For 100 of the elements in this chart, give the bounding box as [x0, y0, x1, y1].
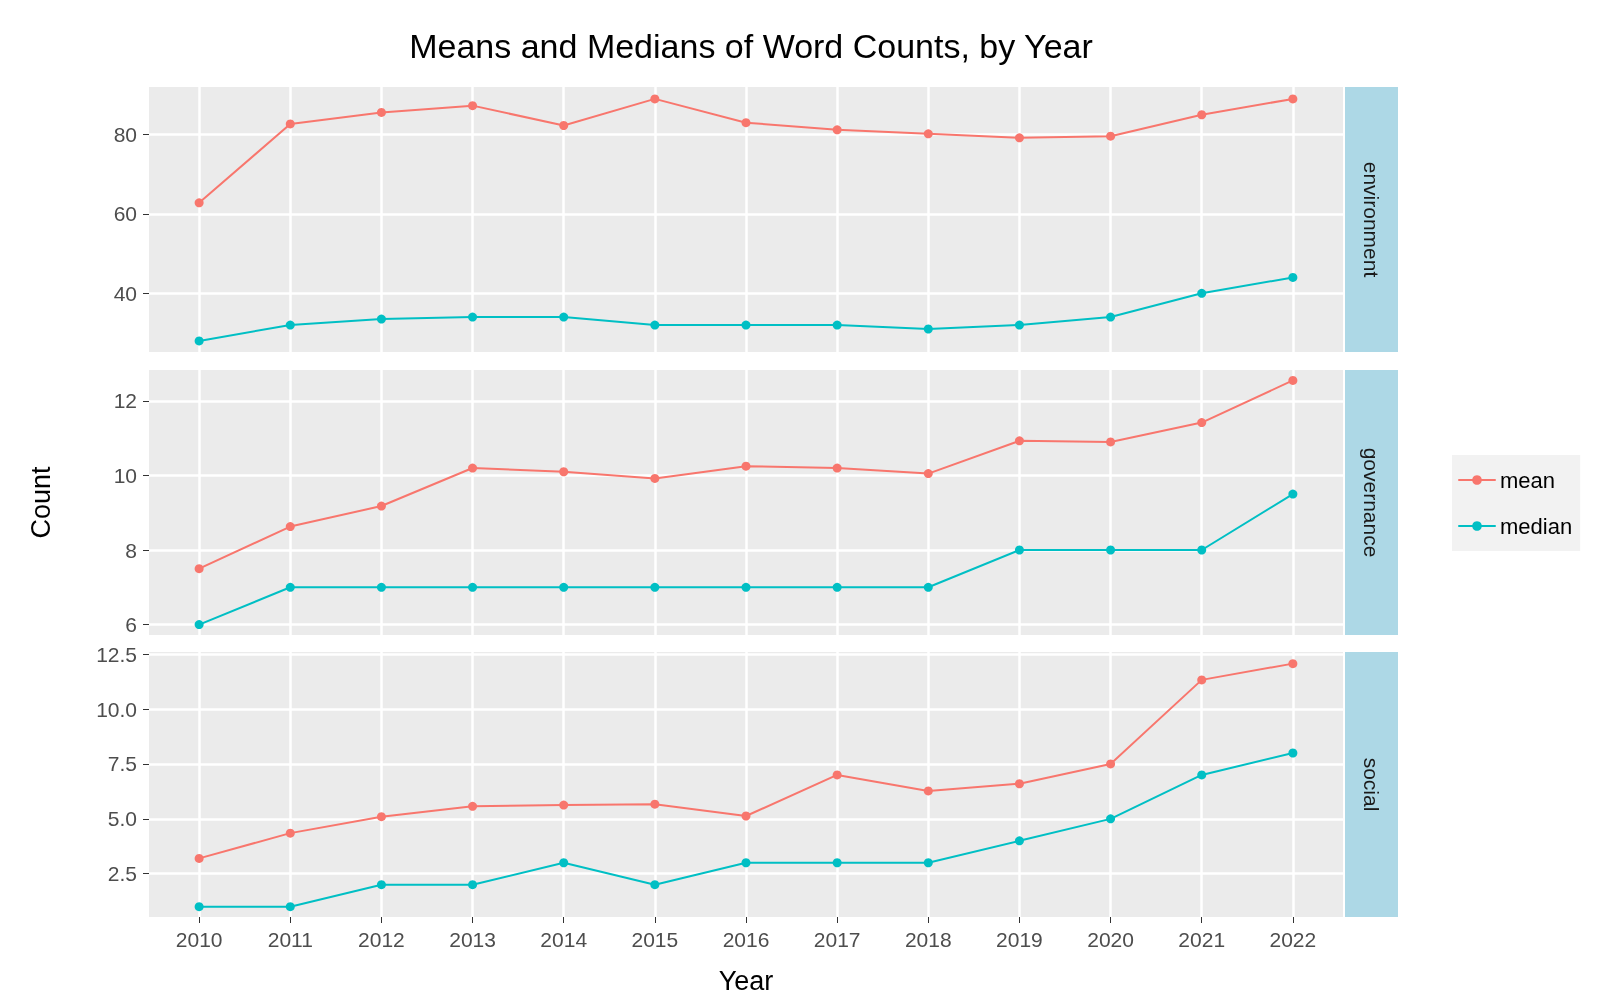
y-tick-label: 12	[113, 389, 137, 413]
point	[1014, 320, 1024, 330]
x-tick-label: 2022	[1269, 928, 1317, 951]
x-tick-label: 2014	[540, 928, 588, 951]
point	[1197, 418, 1207, 428]
point	[376, 501, 386, 511]
x-tick-label: 2016	[722, 928, 770, 951]
point	[468, 801, 478, 811]
point	[376, 880, 386, 890]
y2-axis-title: governance	[1360, 447, 1383, 558]
point	[559, 800, 569, 810]
point	[832, 770, 842, 780]
point	[741, 320, 751, 330]
y-tick-label: 7.5	[107, 752, 137, 776]
chart-title: Means and Medians of Word Counts, by Year	[409, 27, 1093, 65]
y-tick-label: 10	[113, 463, 137, 487]
point	[194, 336, 204, 346]
point	[468, 101, 478, 111]
x-axis-title: Year	[718, 965, 774, 996]
point	[650, 94, 660, 104]
y-tick-label: 6	[125, 613, 137, 637]
x-tick-label: 2010	[175, 928, 223, 951]
y-tick-label: 5.0	[107, 807, 137, 831]
point	[832, 125, 842, 135]
y-tick-label: 10.0	[96, 697, 137, 721]
point	[285, 828, 295, 838]
y-tick-label: 12.5	[96, 642, 137, 666]
point	[559, 312, 569, 322]
y-axis-title: Count	[25, 465, 56, 539]
y-tick-label: 2.5	[107, 862, 137, 886]
point	[923, 469, 933, 479]
point	[1014, 545, 1024, 555]
x-tick-label: 2020	[1087, 928, 1134, 951]
y-tick-label: 60	[113, 202, 137, 226]
point	[832, 582, 842, 592]
point	[923, 582, 933, 592]
point	[1197, 545, 1207, 555]
point	[650, 320, 660, 330]
point	[1106, 814, 1116, 824]
point	[285, 582, 295, 592]
point	[194, 198, 204, 208]
point	[559, 858, 569, 868]
legend-label: median	[1500, 513, 1573, 539]
point	[1106, 131, 1116, 141]
point	[1288, 272, 1298, 282]
point	[650, 582, 660, 592]
point	[650, 799, 660, 809]
point	[194, 564, 204, 574]
x-tick-label: 2012	[358, 928, 405, 951]
point	[741, 118, 751, 128]
point	[194, 620, 204, 630]
x-tick-label: 2019	[996, 928, 1043, 951]
point	[1197, 675, 1207, 685]
point	[559, 582, 569, 592]
point	[1014, 133, 1024, 143]
point	[376, 107, 386, 117]
point	[1197, 110, 1207, 120]
y-tick-label: 40	[113, 281, 137, 305]
point	[1288, 748, 1298, 758]
x-tick-label: 2011	[267, 928, 313, 951]
point	[285, 119, 295, 129]
point	[468, 463, 478, 473]
point	[832, 858, 842, 868]
x-tick-label: 2013	[449, 928, 496, 951]
point	[741, 858, 751, 868]
point	[1014, 436, 1024, 446]
point	[468, 312, 478, 322]
point	[1014, 836, 1024, 846]
point	[194, 902, 204, 912]
point	[559, 467, 569, 477]
point	[1106, 545, 1116, 555]
point	[923, 324, 933, 334]
x-tick-label: 2021	[1178, 928, 1226, 951]
point	[923, 858, 933, 868]
point	[1288, 375, 1298, 385]
point	[923, 786, 933, 796]
point	[1288, 94, 1298, 104]
y-tick-label: 8	[125, 538, 137, 562]
point	[376, 812, 386, 822]
y2-axis-title: environment	[1360, 161, 1383, 278]
x-tick-label: 2017	[813, 928, 861, 951]
point	[1014, 779, 1024, 789]
point	[1197, 770, 1207, 780]
point	[650, 880, 660, 890]
point	[1106, 312, 1116, 322]
point	[559, 120, 569, 130]
point	[285, 522, 295, 532]
point	[1106, 437, 1116, 447]
point	[832, 463, 842, 473]
point	[1288, 489, 1298, 499]
y2-axis-title: social	[1360, 757, 1383, 812]
point	[741, 811, 751, 821]
point	[741, 461, 751, 471]
point	[1197, 288, 1207, 298]
point	[923, 129, 933, 139]
x-tick-label: 2015	[631, 928, 679, 951]
point	[1288, 659, 1298, 669]
point	[650, 473, 660, 483]
point	[376, 582, 386, 592]
point	[468, 582, 478, 592]
